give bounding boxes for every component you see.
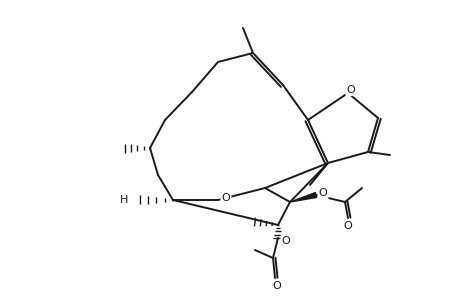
Text: O: O [343, 221, 352, 231]
Polygon shape [289, 193, 316, 202]
Text: O: O [318, 188, 327, 198]
Text: O: O [281, 236, 290, 246]
Text: O: O [221, 193, 230, 203]
Text: O: O [272, 281, 281, 291]
Text: O: O [346, 85, 355, 95]
Text: H: H [119, 195, 128, 205]
